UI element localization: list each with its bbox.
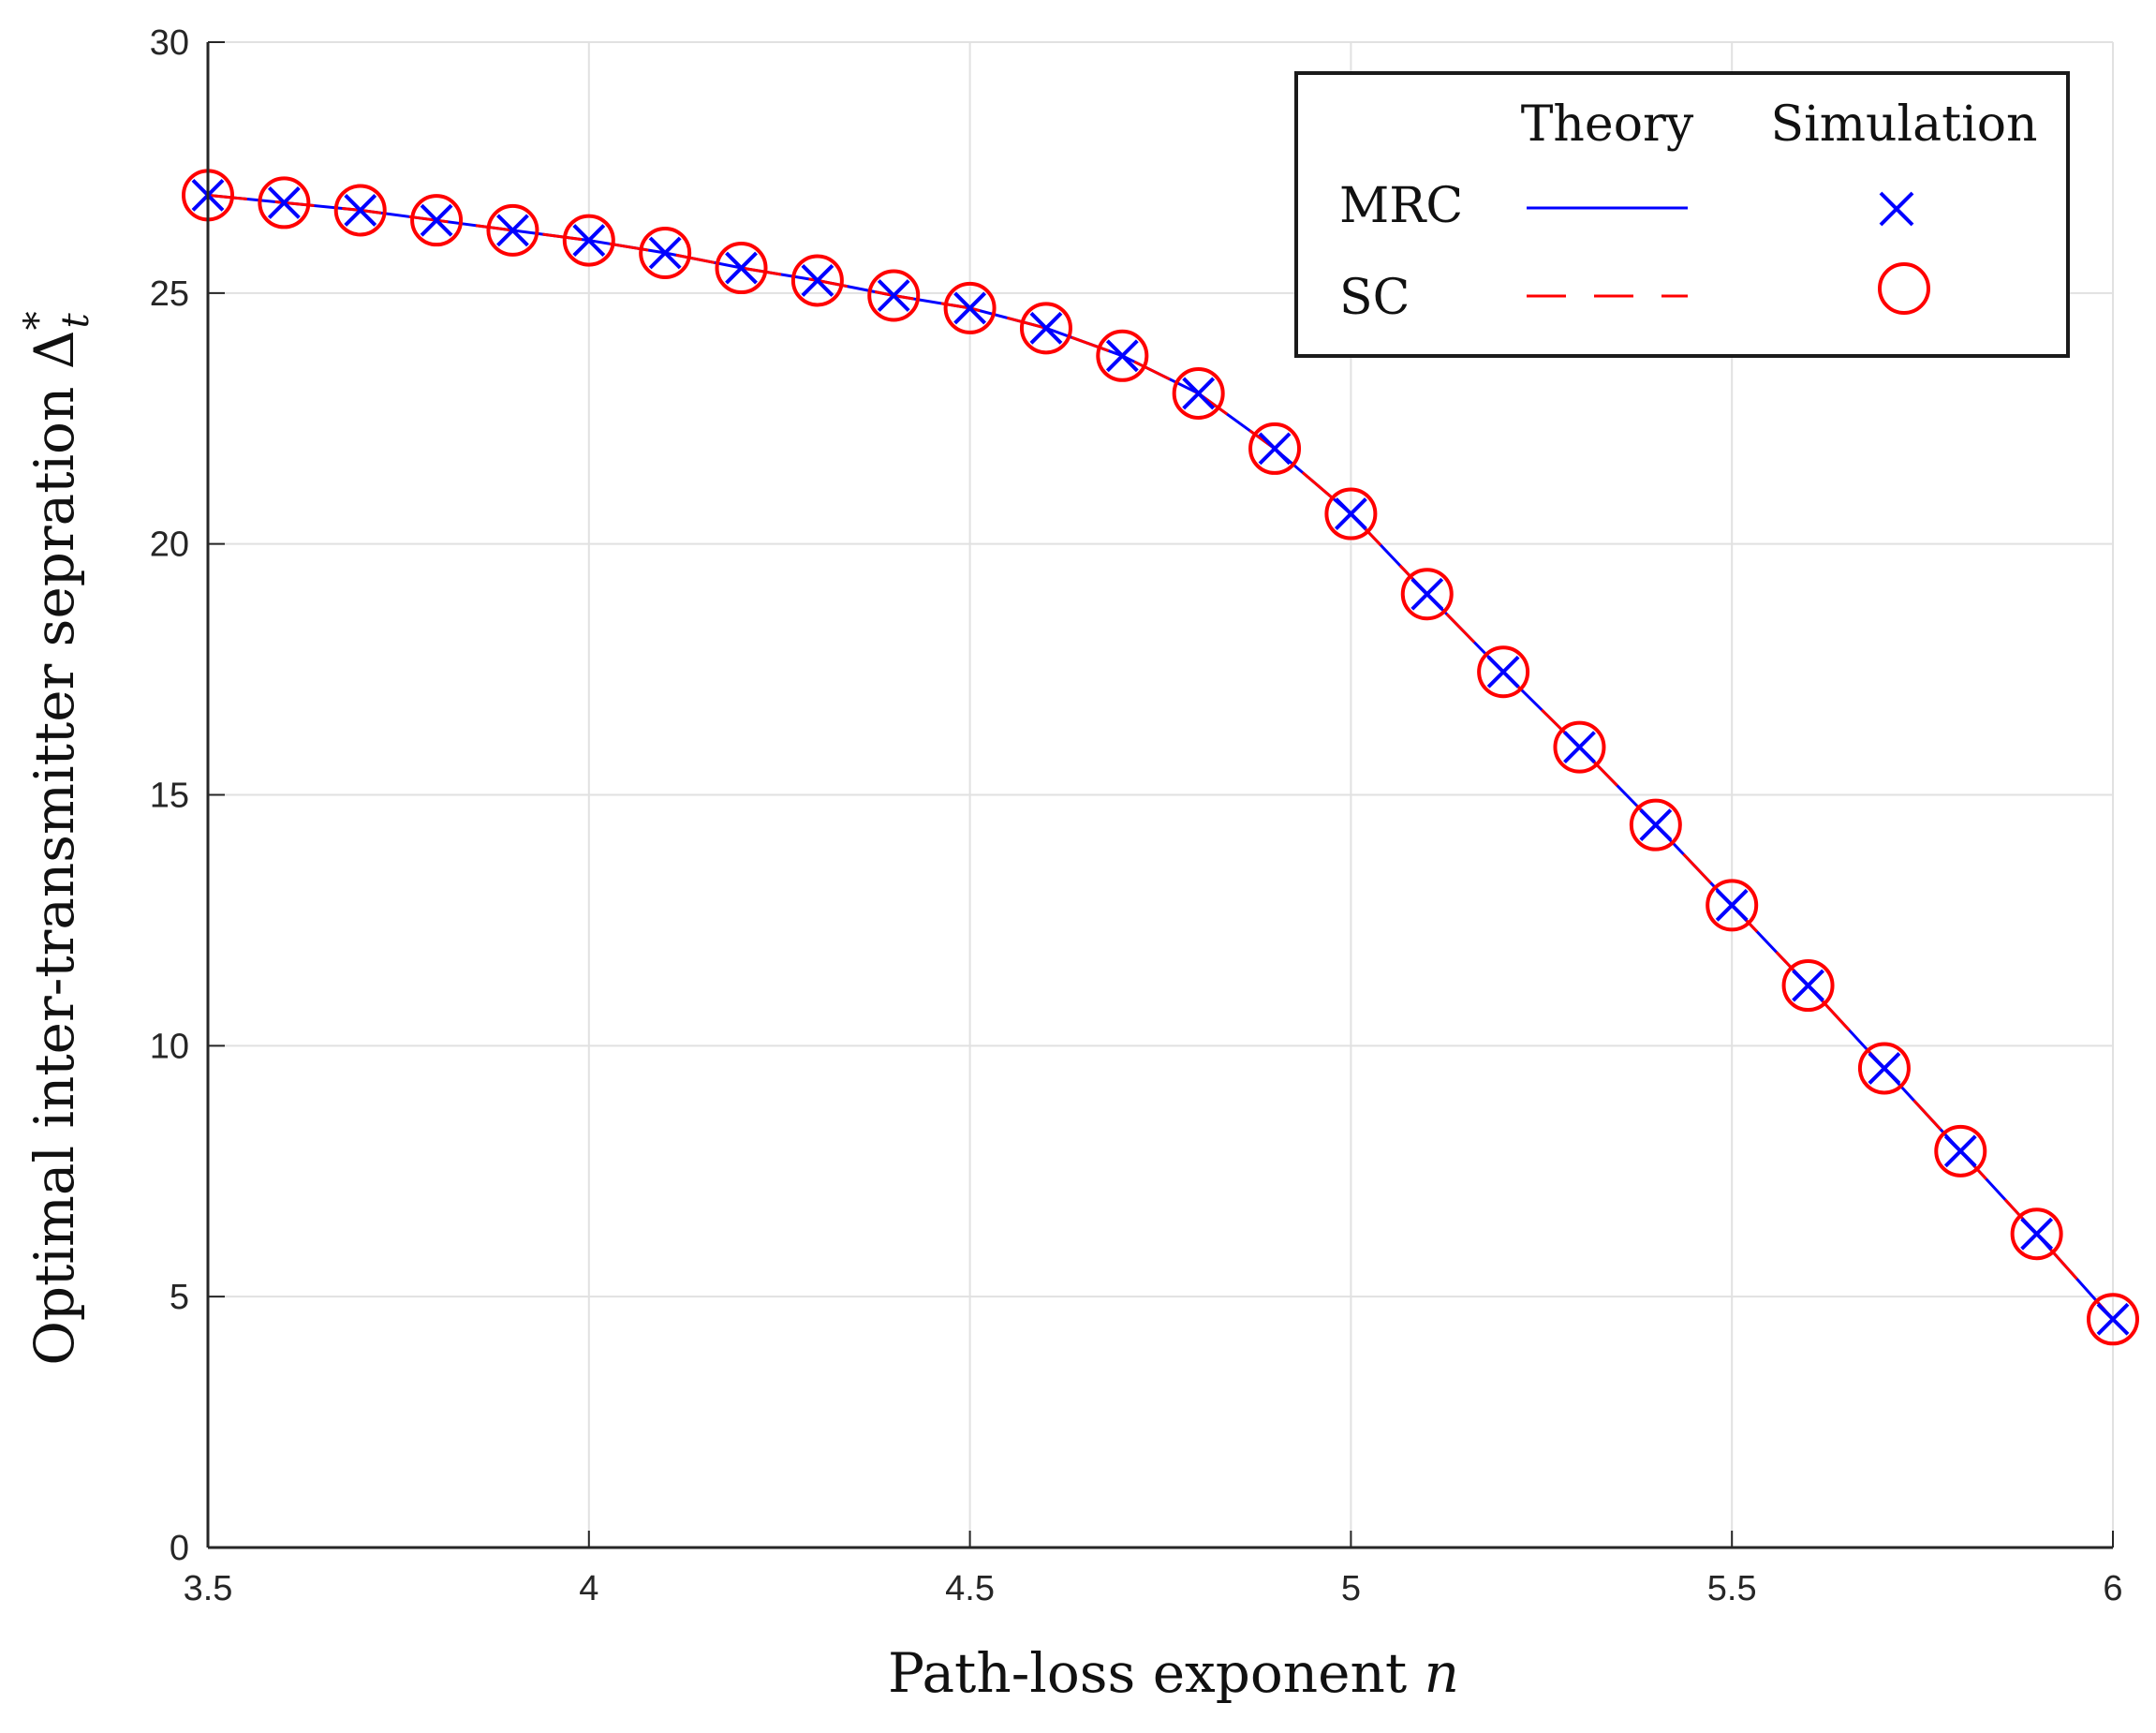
mrc-simulation-point-12 [1105,339,1139,373]
y-tick-label-5: 25 [150,274,189,314]
mrc-simulation-point-9 [877,279,910,312]
sc-simulation-point-22 [1857,1042,1911,1095]
axes [206,41,2114,1549]
mrc-simulation-point-3 [420,203,453,237]
y-tick-label-6: 30 [150,23,189,63]
sc-simulation-point-10 [943,281,997,334]
y-axis-delta-symbol: Δ [22,330,86,369]
y-axis-superscript: * [17,311,60,330]
sc-simulation-point-19 [1629,798,1682,852]
mrc-simulation-point-22 [1868,1052,1901,1085]
mrc-simulation-point-25 [2096,1302,2130,1336]
sc-simulation-point-17 [1477,645,1530,699]
sc-simulation-point-21 [1781,959,1835,1013]
y-axis-title-spacer [22,369,86,386]
y-axis-title-text: Optimal inter-transmitter sepration [22,387,86,1366]
legend-sc-circle-marker [1878,262,1930,315]
sc-simulation-point-16 [1400,568,1454,621]
mrc-simulation-point-23 [1943,1134,1977,1168]
sc-simulation-point-3 [410,194,464,247]
mrc-simulation-point-6 [648,236,682,270]
mrc-simulation-point-1 [267,185,301,219]
mrc-simulation-point-16 [1410,577,1444,611]
sc-simulation-point-8 [790,254,844,307]
legend: Theory Simulation MRC SC [1294,71,2070,358]
x-tick-label-3: 5 [1341,1569,1361,1608]
mrc-simulation-point-14 [1258,432,1292,466]
tick-labels: 3.5 4 4.5 5 5.5 6 0 5 10 15 20 25 30 [150,23,2123,1608]
y-tick-label-4: 20 [150,526,189,565]
y-tick-label-0: 0 [170,1529,189,1568]
sc-simulation-point-23 [1934,1124,1987,1178]
y-axis-subscript: t [54,312,97,328]
mrc-simulation-point-13 [1182,377,1216,410]
legend-box [1294,71,2070,358]
grid [207,41,2114,1548]
mrc-simulation-point-19 [1639,808,1673,842]
mrc-simulation-point-21 [1792,969,1824,1002]
legend-header-simulation: Simulation [1770,96,2037,153]
y-tick-label-2: 10 [150,1027,189,1066]
x-tick-label-2: 4.5 [945,1569,995,1608]
sc-simulation-point-25 [2087,1293,2139,1346]
mrc-simulation-point-7 [725,251,758,285]
sc-simulation-point-2 [333,184,387,237]
legend-header-theory: Theory [1521,96,1694,153]
legend-label-sc: SC [1339,270,1410,326]
sc-simulation-point-11 [1019,302,1072,355]
sc-simulation-point-5 [562,214,615,267]
y-tick-label-3: 15 [150,777,189,816]
x-tick-label-5: 6 [2103,1569,2122,1608]
sc-simulation-point-4 [486,203,539,257]
mrc-simulation-point-10 [953,291,987,325]
mrc-simulation-point-8 [801,264,834,297]
mrc-simulation-point-11 [1029,311,1063,345]
y-tick-label-1: 5 [170,1278,189,1317]
sc-simulation-point-6 [639,226,692,279]
sc-simulation-point-7 [715,242,768,295]
sc-simulation-point-24 [2010,1207,2063,1261]
y-axis-title: Optimal inter-transmitter sepration Δ*t [17,311,97,1365]
mrc-simulation-point-24 [2020,1217,2054,1251]
x-tick-label-0: 3.5 [184,1569,233,1608]
plot-series [182,169,2139,1346]
mrc-simulation-point-2 [344,194,377,227]
sc-simulation-point-14 [1248,422,1302,475]
x-axis-title-spacer [1407,1641,1424,1705]
mrc-simulation-point-5 [572,224,606,258]
mrc-simulation-point-18 [1563,731,1596,764]
sc-simulation-point-18 [1553,720,1606,774]
x-axis-title: Path-loss exponent n [888,1641,1459,1705]
x-axis-variable: n [1425,1641,1459,1705]
sc-simulation-point-15 [1324,487,1378,541]
mrc-simulation-point-20 [1715,888,1749,922]
legend-label-mrc: MRC [1339,178,1463,234]
sc-simulation-point-13 [1172,366,1225,420]
sc-simulation-point-9 [867,269,921,322]
x-axis-title-text: Path-loss exponent [888,1641,1407,1705]
sc-simulation-point-20 [1706,879,1759,932]
sc-simulation-point-1 [258,176,311,230]
mrc-simulation-point-4 [496,214,529,247]
legend-mrc-x-marker [1879,191,1914,227]
mrc-simulation-point-17 [1486,655,1520,689]
mrc-simulation-point-15 [1334,497,1367,530]
sc-simulation-point-12 [1096,329,1149,382]
x-tick-label-1: 4 [579,1569,598,1608]
x-tick-label-4: 5.5 [1707,1569,1757,1608]
